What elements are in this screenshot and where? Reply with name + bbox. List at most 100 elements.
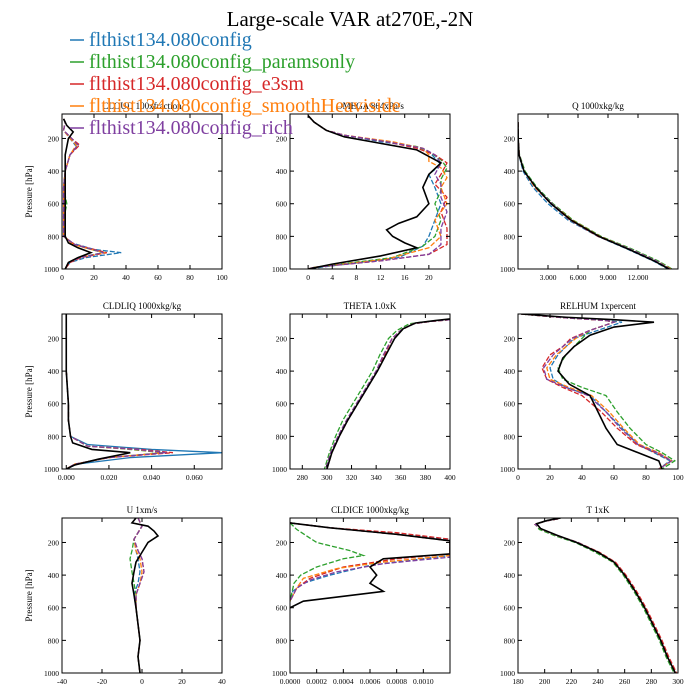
series-line-3 <box>307 115 448 269</box>
figure-title: Large-scale VAR at270E,-2N <box>227 7 474 31</box>
y-tick-label: 400 <box>276 367 288 376</box>
plot-frame <box>289 113 451 270</box>
panel-3: 3.000 6.000 9.000 12.000 200 400 600 800 1000 Q 1… <box>500 101 679 282</box>
x-tick-label: 280 <box>297 473 309 482</box>
x-tick-label: 40 <box>218 677 226 686</box>
x-tick-label: 0.060 <box>186 473 203 482</box>
panel-2: 0 4 8 12 16 20 200 400 600 800 1000 OMEGA 864xPa/s <box>272 101 451 282</box>
y-tick-label: 600 <box>48 400 60 409</box>
x-tick-label: 0.0004 <box>333 677 354 686</box>
series-line-6 <box>518 122 670 269</box>
panel-6: 0 20 40 60 80 100 200 400 600 800 1000 RELHUM 1xper… <box>500 301 684 482</box>
plot-frame <box>61 313 223 470</box>
y-tick-label: 600 <box>276 200 288 209</box>
y-tick-label: 800 <box>276 636 288 645</box>
x-tick-label: 100 <box>672 473 684 482</box>
x-tick-label: 280 <box>646 677 658 686</box>
panel-1: 0 20 40 60 80 100 200 400 600 800 1000 CLOUD 100xfr… <box>24 101 228 282</box>
panel-title: T 1xK <box>586 505 610 515</box>
series-group <box>129 518 160 673</box>
legend-entry: flthist134.080config <box>89 29 252 51</box>
panel-title: CLDICE 1000xkg/kg <box>331 505 409 515</box>
series-line-4 <box>325 319 450 469</box>
y-tick-label: 200 <box>276 134 288 143</box>
series-line-4 <box>133 518 143 673</box>
x-tick-label: 240 <box>592 677 604 686</box>
x-tick-label: 360 <box>395 473 407 482</box>
series-line-1 <box>133 518 143 673</box>
y-tick-label: 200 <box>504 538 516 547</box>
series-group <box>521 314 677 469</box>
x-tick-label: 300 <box>672 677 684 686</box>
x-tick-label: 0.0000 <box>280 677 301 686</box>
series-line-2 <box>521 314 677 469</box>
series-group <box>518 122 673 269</box>
y-tick-label: 400 <box>48 167 60 176</box>
x-tick-label: -20 <box>97 677 107 686</box>
plot-frame <box>289 313 451 470</box>
plot-frame <box>61 113 223 270</box>
x-tick-label: 0.0006 <box>360 677 381 686</box>
panel-4: 0.000 0.020 0.040 0.060 200 400 600 800 1000 CLDL… <box>24 301 223 482</box>
series-group <box>290 522 450 609</box>
panel-title: OMEGA 864xPa/s <box>336 101 404 111</box>
x-tick-label: 300 <box>321 473 333 482</box>
x-tick-label: 20 <box>425 273 433 282</box>
y-tick-label: 600 <box>504 604 516 613</box>
x-tick-label: 60 <box>610 473 618 482</box>
plot-frame <box>517 113 679 270</box>
y-tick-label: 400 <box>504 571 516 580</box>
x-tick-label: 6.000 <box>570 273 587 282</box>
legend-entry: flthist134.080config_e3sm <box>89 73 304 95</box>
series-line-5 <box>533 518 676 673</box>
plot-frame <box>61 517 223 674</box>
y-tick-label: 1000 <box>500 265 515 274</box>
series-group <box>307 115 448 269</box>
y-tick-label: 1000 <box>272 265 287 274</box>
legend-entry: flthist134.080config_paramsonly <box>89 51 355 73</box>
x-tick-label: 0 <box>516 473 520 482</box>
legend: flthist134.080configflthist134.080config… <box>70 29 401 139</box>
x-tick-label: 180 <box>512 677 524 686</box>
x-tick-label: 0.0010 <box>413 677 434 686</box>
x-tick-label: 8 <box>355 273 359 282</box>
y-tick-label: 200 <box>276 334 288 343</box>
series-line-6 <box>62 118 94 269</box>
y-tick-label: 800 <box>504 232 516 241</box>
y-tick-label: 600 <box>276 604 288 613</box>
x-tick-label: 0 <box>60 273 64 282</box>
x-tick-label: 12.000 <box>628 273 649 282</box>
x-tick-label: 9.000 <box>600 273 617 282</box>
x-tick-label: 4 <box>330 273 334 282</box>
series-group <box>65 314 222 469</box>
y-axis-label: Pressure [hPa] <box>24 165 34 217</box>
x-tick-label: 20 <box>90 273 98 282</box>
y-tick-label: 400 <box>276 167 288 176</box>
y-tick-label: 1000 <box>272 465 287 474</box>
series-group <box>62 118 122 269</box>
plot-frame <box>517 517 679 674</box>
panel-8: 0.0000 0.0002 0.0004 0.0006 0.0008 0.0010 200 4… <box>272 505 451 686</box>
series-line-6 <box>307 115 443 269</box>
x-tick-label: 200 <box>539 677 551 686</box>
y-tick-label: 200 <box>276 538 288 547</box>
series-line-4 <box>521 314 673 469</box>
x-tick-label: 0 <box>140 677 144 686</box>
panel-title: RELHUM 1xpercent <box>560 301 636 311</box>
y-tick-label: 400 <box>276 571 288 580</box>
series-line-1 <box>325 319 450 469</box>
y-tick-label: 800 <box>504 432 516 441</box>
series-line-5 <box>62 118 104 269</box>
series-line-5 <box>307 115 448 269</box>
y-tick-label: 200 <box>504 134 516 143</box>
x-tick-label: 12 <box>377 273 385 282</box>
y-tick-label: 800 <box>48 432 60 441</box>
x-tick-label: 100 <box>216 273 228 282</box>
x-tick-label: 0.040 <box>143 473 160 482</box>
panel-title: THETA 1.0xK <box>344 301 397 311</box>
x-tick-label: 20 <box>178 677 186 686</box>
series-group <box>323 318 450 469</box>
series-line-6 <box>290 522 450 609</box>
panel-title: U 1xm/s <box>127 505 158 515</box>
